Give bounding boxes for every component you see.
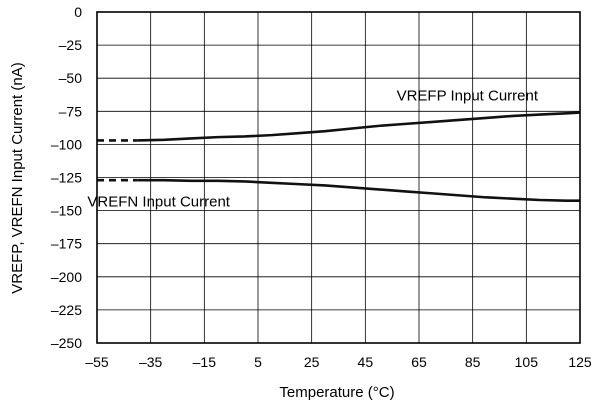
x-tick-label: –55 bbox=[85, 354, 109, 370]
y-tick-label: –200 bbox=[51, 269, 82, 285]
y-tick-label: –25 bbox=[59, 37, 83, 53]
x-tick-label: 85 bbox=[465, 354, 481, 370]
vrefn-input-current-line bbox=[137, 178, 580, 202]
annotations: VREFP Input Current VREFN Input Current bbox=[87, 88, 538, 211]
plot-frame bbox=[96, 11, 581, 344]
vrefp-input-current-line bbox=[137, 111, 581, 142]
series-group bbox=[97, 111, 581, 202]
y-tick-label: –175 bbox=[51, 236, 82, 252]
x-tick-label: 65 bbox=[411, 354, 427, 370]
y-tick-label: –225 bbox=[51, 302, 82, 318]
x-tick-label: 45 bbox=[358, 354, 374, 370]
series-annotation: VREFN Input Current bbox=[87, 194, 230, 211]
x-tick-label: 105 bbox=[515, 354, 539, 370]
y-tick-label: –100 bbox=[51, 136, 82, 152]
y-tick-label: –125 bbox=[51, 170, 82, 186]
x-tick-label: 5 bbox=[254, 354, 262, 370]
y-tick-label: 0 bbox=[74, 4, 82, 20]
x-tick-label: 25 bbox=[304, 354, 320, 370]
x-axis-ticks: –55 –35 –15 5 25 45 65 85 105 125 bbox=[85, 354, 592, 370]
y-axis-title: VREFP, VREFN Input Current (nA) bbox=[9, 62, 26, 293]
grid bbox=[96, 11, 581, 344]
y-tick-label: –50 bbox=[59, 70, 83, 86]
x-tick-label: 125 bbox=[568, 354, 592, 370]
x-tick-label: –35 bbox=[139, 354, 163, 370]
series-annotation: VREFP Input Current bbox=[397, 88, 539, 105]
y-tick-label: –250 bbox=[51, 335, 82, 351]
x-axis-title: Temperature (°C) bbox=[279, 384, 394, 401]
y-tick-label: –150 bbox=[51, 203, 82, 219]
y-tick-label: –75 bbox=[59, 103, 83, 119]
y-axis-ticks: 0 –25 –50 –75 –100 –125 –150 –175 –200 –225 –250 bbox=[51, 4, 82, 351]
x-tick-label: –15 bbox=[193, 354, 217, 370]
